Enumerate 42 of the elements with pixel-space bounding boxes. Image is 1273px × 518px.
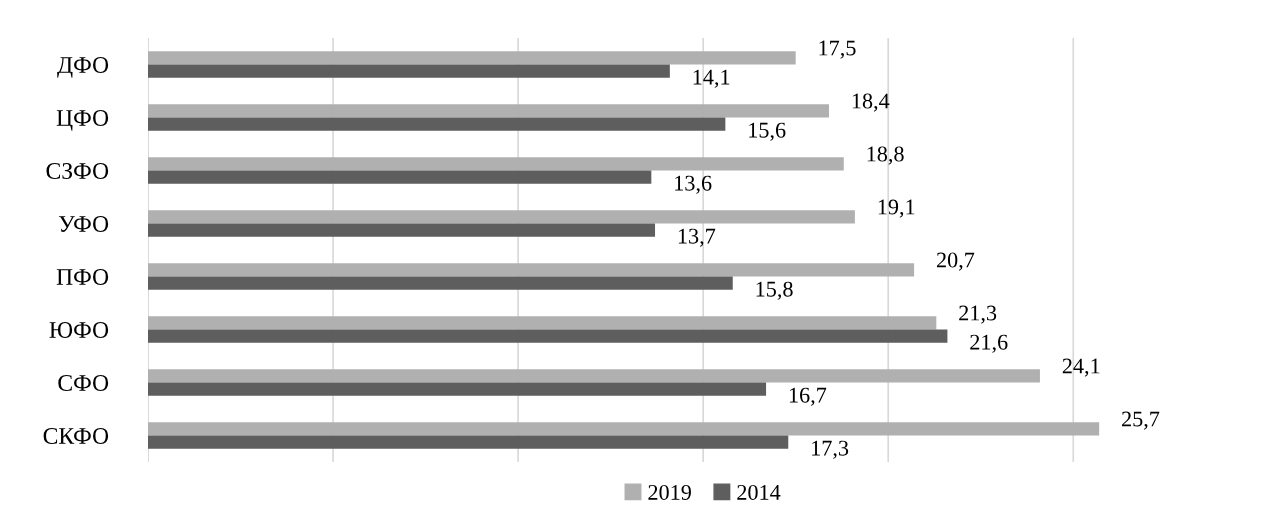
bar	[148, 170, 652, 184]
data-label: 13,7	[678, 228, 716, 247]
bar	[148, 369, 1040, 383]
data-label: 17,3	[812, 440, 849, 459]
bar	[148, 51, 796, 65]
data-label: 15,8	[756, 281, 793, 300]
data-label: 25,7	[1122, 411, 1160, 430]
data-label: 15,6	[749, 122, 786, 141]
bar	[148, 64, 670, 78]
data-label: 24,1	[1062, 358, 1100, 377]
data-label: 21,6	[970, 334, 1008, 353]
data-label: 21,3	[959, 305, 997, 324]
bar	[148, 316, 937, 330]
y-tick-label: ДФО	[57, 57, 109, 78]
bar	[148, 422, 1100, 436]
data-label: 19,1	[878, 199, 915, 218]
bar	[148, 157, 844, 171]
bar	[148, 210, 855, 224]
bar	[148, 263, 915, 277]
bar	[148, 276, 733, 290]
y-tick-label: СФО	[58, 375, 109, 391]
legend-label: 2019	[648, 484, 691, 500]
data-label: 16,7	[789, 387, 827, 406]
y-tick-label: СЗФО	[46, 163, 109, 179]
bar	[148, 117, 726, 131]
y-tick-label: ПФО	[56, 269, 109, 285]
bar	[148, 104, 829, 118]
data-label: 17,5	[819, 40, 856, 59]
legend-label: 2014	[737, 484, 781, 500]
data-label: 14,1	[693, 69, 730, 88]
y-tick-label: СКФО	[43, 428, 109, 444]
bar	[148, 223, 656, 237]
bar	[148, 329, 948, 343]
data-label: 18,8	[867, 146, 904, 165]
data-label: 20,7	[936, 252, 975, 271]
bar	[148, 435, 789, 449]
y-tick-label: УФО	[58, 216, 109, 232]
data-label: 18,4	[852, 93, 890, 112]
y-tick-label: ЦФО	[56, 110, 109, 131]
data-label: 13,6	[675, 175, 712, 194]
y-tick-label: ЮФО	[49, 322, 109, 338]
bar	[148, 382, 767, 396]
